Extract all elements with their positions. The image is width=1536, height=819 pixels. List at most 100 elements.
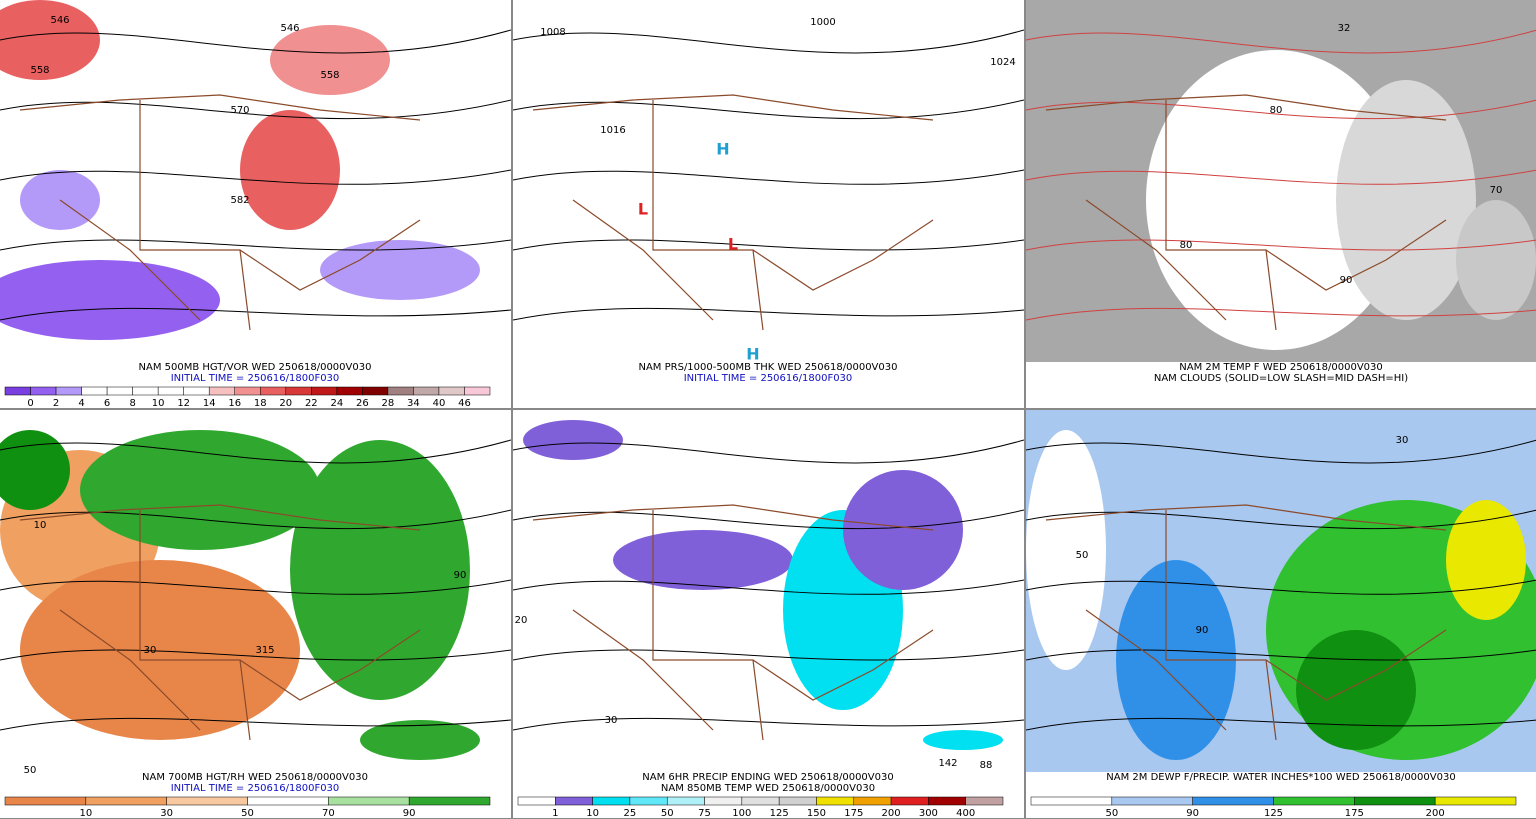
map-label: 1000 bbox=[810, 17, 835, 28]
colorbar-label: 400 bbox=[956, 808, 975, 818]
caption: NAM 700MB HGT/RH WED 250618/0000V030 bbox=[142, 772, 368, 783]
field-shading bbox=[0, 430, 70, 510]
colorbar-swatch bbox=[816, 796, 855, 806]
contour bbox=[1026, 239, 1536, 251]
colorbar-swatch bbox=[285, 386, 312, 396]
contour bbox=[1026, 29, 1536, 54]
colorbar-swatch bbox=[81, 386, 108, 396]
caption: INITIAL TIME = 250616/1800F030 bbox=[171, 373, 340, 384]
map-label: 90 bbox=[1196, 625, 1209, 636]
caption: NAM CLOUDS (SOLID=LOW SLASH=MID DASH=HI) bbox=[1154, 373, 1408, 384]
state-borders bbox=[1045, 504, 1447, 741]
colorbar-swatch bbox=[629, 796, 668, 806]
colorbar-label: 200 bbox=[882, 808, 901, 818]
map-label: L bbox=[728, 235, 738, 254]
colorbar-label: 18 bbox=[254, 398, 267, 408]
colorbar-swatch bbox=[413, 386, 440, 396]
map-label: 32 bbox=[1338, 23, 1351, 34]
colorbar-swatch bbox=[208, 386, 235, 396]
colorbar-swatch bbox=[4, 796, 87, 806]
contour bbox=[0, 239, 511, 251]
map-label: 80 bbox=[1270, 105, 1283, 116]
contour bbox=[1026, 439, 1536, 464]
contour bbox=[1026, 99, 1536, 120]
field-shading bbox=[0, 0, 100, 80]
map-label: H bbox=[716, 140, 729, 159]
caption: INITIAL TIME = 250616/1800F030 bbox=[684, 373, 853, 384]
caption: NAM PRS/1000-500MB THK WED 250618/0000V0… bbox=[638, 362, 897, 373]
colorbar-swatch bbox=[183, 386, 210, 396]
colorbar-label: 50 bbox=[1105, 808, 1118, 818]
map-label: 90 bbox=[454, 570, 467, 581]
colorbar-swatch bbox=[85, 796, 167, 806]
colorbar-label: 22 bbox=[305, 398, 318, 408]
contour bbox=[0, 717, 511, 731]
colorbar-label: 50 bbox=[241, 808, 254, 818]
colorbar-label: 175 bbox=[844, 808, 863, 818]
colorbar-swatch bbox=[965, 796, 1004, 806]
colorbar-swatch bbox=[1192, 796, 1274, 806]
colorbar-swatch bbox=[234, 386, 261, 396]
colorbar-label: 2 bbox=[53, 398, 59, 408]
field-shading bbox=[80, 430, 320, 550]
map-label: 80 bbox=[1180, 240, 1193, 251]
colorbar-swatch bbox=[4, 386, 31, 396]
map-label: 50 bbox=[24, 765, 37, 776]
colorbar-swatch bbox=[704, 796, 743, 806]
map-label: 558 bbox=[320, 70, 339, 81]
contour bbox=[513, 307, 1024, 321]
colorbar-swatch bbox=[166, 796, 248, 806]
map-label: 570 bbox=[230, 105, 249, 116]
state-borders bbox=[532, 94, 934, 331]
map-panel: 546 558 570 582 546 558 NAM 500MB HGT/VOR WED … bbox=[0, 0, 511, 408]
colorbar-swatch bbox=[517, 796, 556, 806]
colorbar-label: 16 bbox=[228, 398, 241, 408]
map-panel: 30 50 90 NAM 2M DEWP F/PRECIP. WATER INCHES… bbox=[1026, 410, 1536, 818]
colorbar-label: 10 bbox=[586, 808, 599, 818]
map-label: 90 bbox=[1340, 275, 1353, 286]
contour bbox=[1026, 579, 1536, 595]
colorbar-label: 28 bbox=[382, 398, 395, 408]
map-panel: 50 10 30 90 315 NAM 700MB HGT/RH WED 250618/0… bbox=[0, 410, 511, 818]
colorbar-swatch bbox=[592, 796, 631, 806]
colorbar-swatch bbox=[106, 386, 133, 396]
map-label: 1008 bbox=[540, 27, 565, 38]
colorbar-label: 8 bbox=[129, 398, 135, 408]
caption: NAM 850MB TEMP WED 250618/0000V030 bbox=[661, 783, 875, 794]
map-label: 30 bbox=[144, 645, 157, 656]
colorbar-swatch bbox=[1030, 796, 1113, 806]
map-label: 558 bbox=[30, 65, 49, 76]
colorbar-label: 20 bbox=[279, 398, 292, 408]
state-borders bbox=[19, 504, 421, 741]
colorbar-label: 24 bbox=[330, 398, 343, 408]
contour bbox=[513, 439, 1024, 464]
colorbar-swatch bbox=[328, 796, 410, 806]
map-label: 20 bbox=[515, 615, 528, 626]
colorbar-swatch bbox=[890, 796, 929, 806]
contour bbox=[1026, 307, 1536, 321]
caption: NAM 2M TEMP F WED 250618/0000V030 bbox=[1179, 362, 1383, 373]
colorbar-swatch bbox=[311, 386, 338, 396]
colorbar-swatch bbox=[157, 386, 184, 396]
colorbar-label: 40 bbox=[433, 398, 446, 408]
field-shading bbox=[20, 560, 300, 740]
map-panel: 32 80 80 90 70 NAM 2M TEMP F WED 250618/0000V… bbox=[1026, 0, 1536, 408]
colorbar-label: 200 bbox=[1426, 808, 1445, 818]
map-label: 30 bbox=[1396, 435, 1409, 446]
caption: NAM 500MB HGT/VOR WED 250618/0000V030 bbox=[139, 362, 372, 373]
map-panel: 30 20 142 88 NAM 6HR PRECIP ENDING WED 25061… bbox=[513, 410, 1024, 818]
colorbar-swatch bbox=[132, 386, 159, 396]
map-label: 582 bbox=[230, 195, 249, 206]
map-label: 142 bbox=[938, 758, 957, 769]
contour bbox=[513, 239, 1024, 251]
colorbar-label: 34 bbox=[407, 398, 420, 408]
field-shading bbox=[613, 530, 793, 590]
colorbar-swatch bbox=[666, 796, 705, 806]
colorbar-label: 300 bbox=[919, 808, 938, 818]
map-label: 1024 bbox=[990, 57, 1015, 68]
colorbar-label: 10 bbox=[79, 808, 92, 818]
colorbar-label: 6 bbox=[104, 398, 110, 408]
colorbar-swatch bbox=[778, 796, 817, 806]
colorbar-label: 125 bbox=[770, 808, 789, 818]
